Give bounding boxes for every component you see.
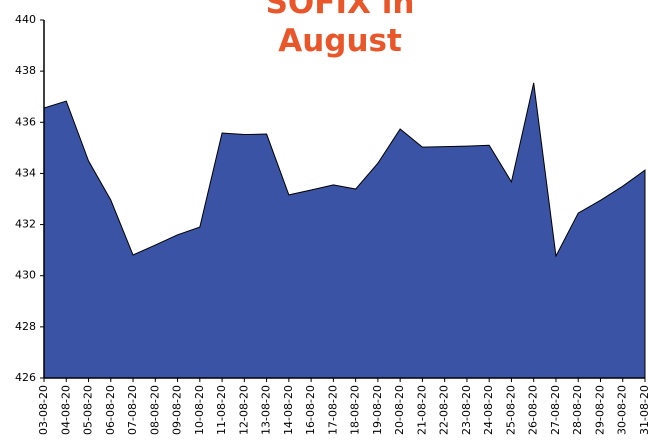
x-tick-label: 17-08-20 [326, 385, 339, 435]
x-tick-label: 10-08-20 [193, 385, 206, 435]
chart-title: SOFIX in August [265, 0, 415, 59]
x-tick-label: 25-08-20 [504, 385, 517, 435]
x-tick-label: 29-08-20 [593, 385, 606, 435]
area [43, 82, 646, 379]
x-tick-label: 13-08-20 [260, 385, 273, 435]
y-tick-label: 434 [15, 166, 36, 179]
y-tick-label: 426 [15, 371, 36, 384]
x-tick-label: 31-08-20 [638, 385, 650, 435]
x-tick-label: 28-08-20 [571, 385, 584, 435]
x-tick-label: 21-08-20 [415, 385, 428, 435]
y-tick-label: 428 [15, 320, 36, 333]
x-tick-label: 16-08-20 [304, 385, 317, 435]
x-tick-label: 12-08-20 [237, 385, 250, 435]
x-tick-label: 03-08-20 [37, 385, 50, 435]
x-tick-label: 05-08-20 [82, 385, 95, 435]
y-tick-label: 436 [15, 115, 36, 128]
x-tick-label: 06-08-20 [104, 385, 117, 435]
x-tick-label: 24-08-20 [482, 385, 495, 435]
x-tick-label: 26-08-20 [527, 385, 540, 435]
y-tick-label: 438 [15, 64, 36, 77]
y-tick-label: 430 [15, 269, 36, 282]
x-tick-label: 18-08-20 [349, 385, 362, 435]
x-tick-label: 14-08-20 [282, 385, 295, 435]
x-tick-label: 20-08-20 [393, 385, 406, 435]
x-tick-label: 11-08-20 [215, 385, 228, 435]
y-tick-label: 440 [15, 13, 36, 26]
x-tick-label: 09-08-20 [171, 385, 184, 435]
x-tick-label: 23-08-20 [460, 385, 473, 435]
x-tick-label: 30-08-20 [616, 385, 629, 435]
x-tick-label: 19-08-20 [371, 385, 384, 435]
x-tick-label: 07-08-20 [126, 385, 139, 435]
x-tick-label: 22-08-20 [438, 385, 451, 435]
x-tick-label: 08-08-20 [148, 385, 161, 435]
y-tick-label: 432 [15, 218, 36, 231]
x-tick-label: 04-08-20 [59, 385, 72, 435]
x-tick-label: 27-08-20 [549, 385, 562, 435]
